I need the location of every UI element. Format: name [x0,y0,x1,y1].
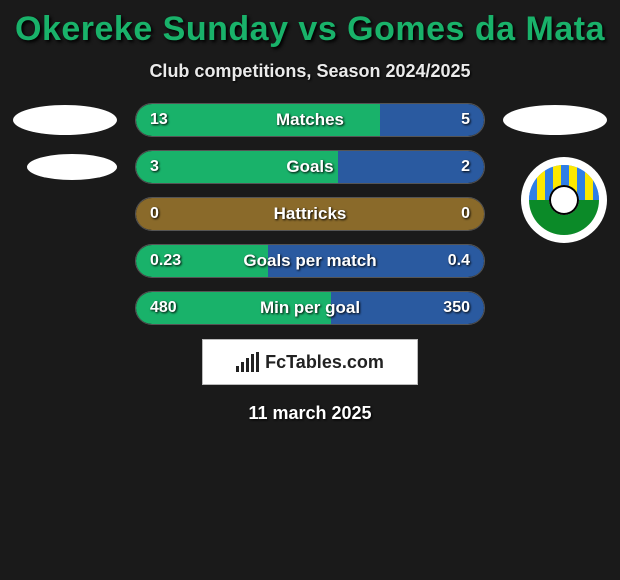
stat-bar: 3 Goals 2 [135,150,485,184]
player-left-avatar-placeholder [13,105,117,135]
stat-row-matches: 13 Matches 5 [0,102,620,137]
stat-label: Min per goal [136,298,484,318]
stat-bar: 13 Matches 5 [135,103,485,137]
stat-row-min-per-goal: 480 Min per goal 350 [0,290,620,325]
player-right-avatar-placeholder [503,105,607,135]
chart-icon [236,352,259,372]
player-left-avatar-placeholder-2 [27,154,117,180]
stat-row-goals: 3 Goals 2 [0,149,620,184]
page-title: Okereke Sunday vs Gomes da Mata [0,0,620,53]
stat-label: Hattricks [136,204,484,224]
stats-comparison-card: Okereke Sunday vs Gomes da Mata Club com… [0,0,620,424]
brand-watermark: FcTables.com [202,339,418,385]
club-logo-icon [521,157,607,243]
brand-text: FcTables.com [265,352,384,373]
stat-value-right: 0 [461,205,470,223]
stat-value-right: 0.4 [448,252,470,270]
stat-bar: 480 Min per goal 350 [135,291,485,325]
stat-label: Matches [136,110,484,130]
stat-row-goals-per-match: 0.23 Goals per match 0.4 [0,243,620,278]
stat-label: Goals [136,157,484,177]
stat-label: Goals per match [136,251,484,271]
stat-value-right: 2 [461,158,470,176]
stat-value-right: 5 [461,111,470,129]
page-subtitle: Club competitions, Season 2024/2025 [0,53,620,102]
snapshot-date: 11 march 2025 [0,403,620,424]
stat-bar: 0.23 Goals per match 0.4 [135,244,485,278]
stat-bar: 0 Hattricks 0 [135,197,485,231]
stat-value-right: 350 [443,299,470,317]
